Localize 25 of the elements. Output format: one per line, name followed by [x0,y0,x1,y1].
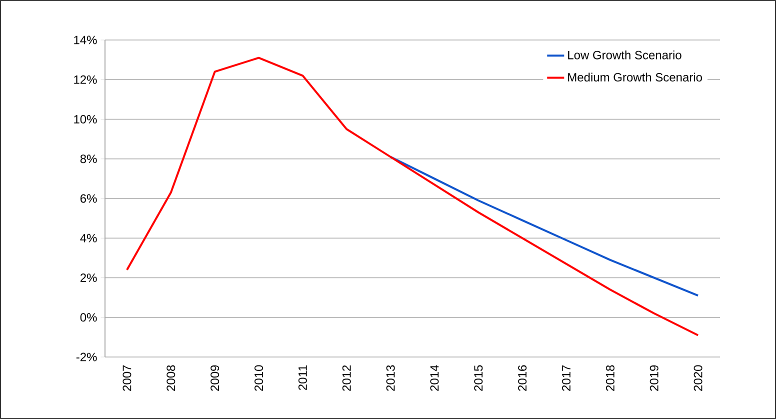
x-tick-label: 2015 [474,365,483,391]
x-tick-label: 2012 [342,365,351,391]
y-tick-label: 14% [74,36,97,44]
y-tick-label: 0% [80,313,97,322]
y-tick-label: 8% [80,154,97,164]
x-tick-label: 2011 [298,365,307,390]
x-tick-label: 2009 [210,365,220,391]
legend-label: Medium Growth Scenario [568,72,702,82]
x-tick-label: 2010 [254,365,264,391]
y-tick-label: 2% [80,274,97,282]
x-tick-label: 2008 [166,365,176,391]
x-tick-label: 2016 [518,365,527,391]
x-tick-label: 2019 [650,365,658,391]
x-tick-label: 2007 [122,365,132,391]
y-tick-label: 4% [80,234,97,242]
x-tick-label: 2020 [694,365,702,391]
y-tick-label: -2% [76,352,97,362]
x-tick-label: 2013 [386,365,395,391]
y-tick-label: 10% [74,115,97,124]
y-tick-label: 6% [80,194,97,203]
legend-label: Low Growth Scenario [568,50,682,60]
x-tick-label: 2017 [562,365,571,391]
y-tick-label: 12% [74,75,97,84]
x-tick-label: 2018 [606,365,614,391]
x-tick-label: 2014 [430,365,439,391]
